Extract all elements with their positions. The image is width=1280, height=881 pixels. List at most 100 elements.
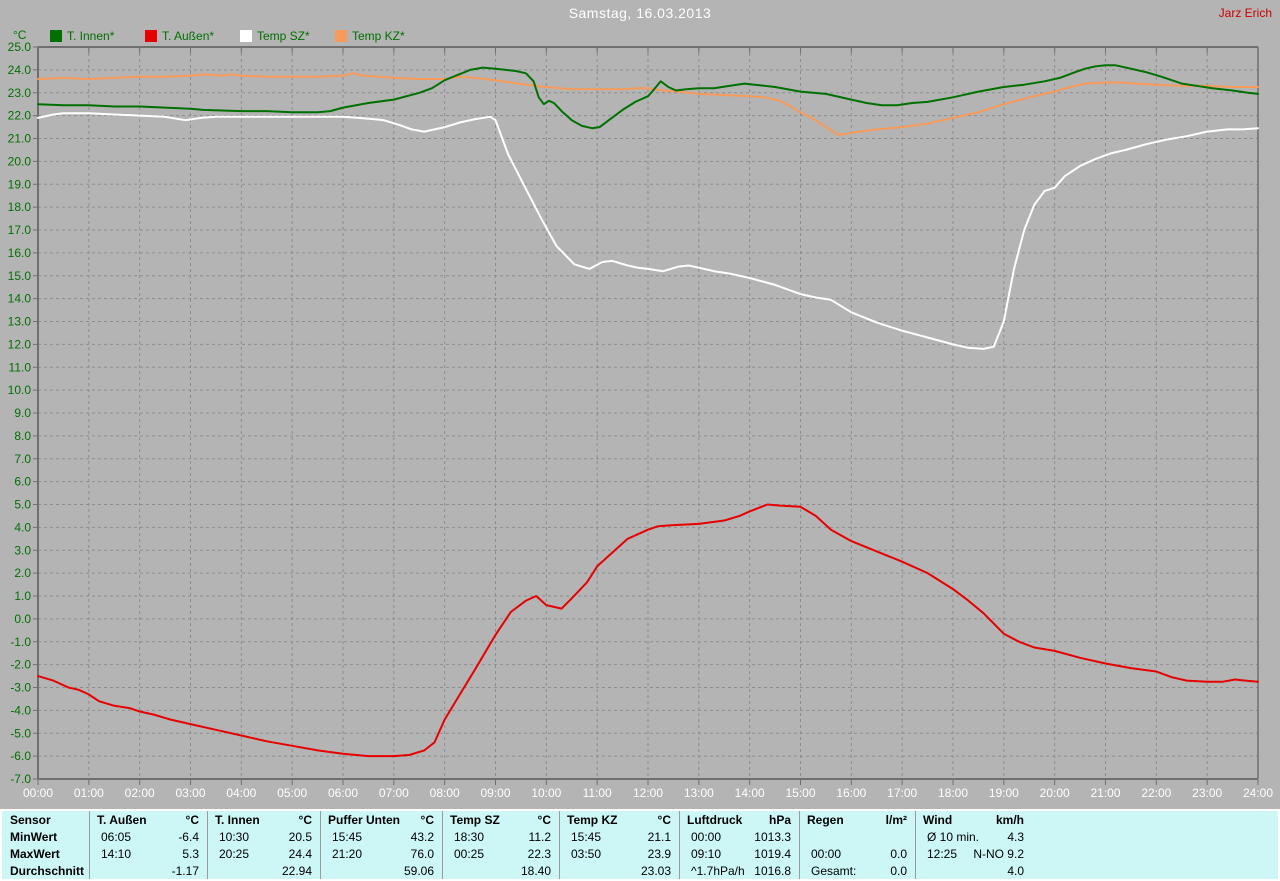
max-time: 21:20 [332,846,363,861]
sensor-unit: °C [537,812,551,827]
sensor-unit: °C [420,812,434,827]
y-tick-label: 18.0 [8,200,32,214]
min-time: 06:05 [101,829,132,844]
legend-item: T. Innen* [50,29,145,43]
page-title: Samstag, 16.03.2013 [568,5,712,21]
stats-cell-row: Luftdruck hPa [679,811,799,828]
stats-cell-row: Temp SZ °C [442,811,559,828]
stats-cell-row: Regen l/m² [799,811,915,828]
x-tick-label: 11:00 [583,786,612,800]
y-tick-label: -1.0 [10,635,31,649]
stats-row-header-label: Sensor [10,812,51,827]
stats-cell-row: 15:45 43.2 [320,828,442,845]
min-time: 15:45 [571,829,602,844]
legend-label: T. Außen* [162,29,215,43]
y-tick-label: 20.0 [8,154,32,168]
y-tick-label: 24.0 [8,63,32,77]
table-divider [89,811,90,879]
max-value: 24.4 [288,846,312,861]
chart-canvas: 25.0 24.0 23.0 22.0 21.0 20.0 19.0 18.0 17.0 16.0… [8,40,1274,800]
x-tick-label: 21:00 [1090,786,1120,800]
avg-value: 23.03 [640,863,671,878]
stats-cell-row: Temp KZ °C [559,811,679,828]
stats-cell-row: 14:10 5.3 [89,845,207,862]
legend-label: T. Innen* [67,29,115,43]
stats-cell-row: 20:25 24.4 [207,845,320,862]
max-value: 22.3 [527,846,551,861]
min-value: 43.2 [410,829,434,844]
min-value: 1013.3 [754,829,791,844]
max-time: 20:25 [219,846,250,861]
x-tick-label: 20:00 [1040,786,1070,800]
stats-cell-row: Ø 10 min. 4.3 [915,828,1032,845]
stats-cell-row: 00:25 22.3 [442,845,559,862]
legend-item: T. Außen* [145,29,240,43]
x-tick-label: 12:00 [633,786,663,800]
y-tick-label: 7.0 [14,452,31,466]
stats-cell-row: 21:20 76.0 [320,845,442,862]
y-tick-label: 10.0 [8,383,32,397]
stats-column: Regen l/m² 00:00 0.0 Gesamt: 0.0 [799,811,915,879]
x-tick-label: 04:00 [226,786,256,800]
y-tick-label: 0.0 [14,612,31,626]
stats-cell-row: Gesamt: 0.0 [799,862,915,879]
series-line-temp-kz [37,72,1259,137]
min-time: Ø 10 min. [927,829,980,844]
avg-label: Gesamt: [811,863,857,878]
stats-cell-row: ^1.7hPa/h 1016.8 [679,862,799,879]
min-value: 21.1 [647,829,671,844]
y-axis-unit-label: °C [13,28,27,42]
stats-cell-row: 03:50 23.9 [559,845,679,862]
stats-cell-row: 12:25 N-NO 9.2 [915,845,1032,862]
x-tick-label: 22:00 [1141,786,1171,800]
min-time: 10:30 [219,829,250,844]
legend-item: Temp SZ* [240,29,335,43]
sensor-name: T. Innen [215,812,260,827]
stats-cell-row: 59.06 [320,862,442,879]
y-tick-label: 17.0 [8,223,32,237]
legend-color-swatch [335,30,347,42]
max-time: 00:00 [811,846,842,861]
stats-cell-row: 00:00 1013.3 [679,828,799,845]
table-divider [207,811,208,879]
max-time: 12:25 [927,846,958,861]
max-value: 0.0 [890,846,907,861]
min-time: 15:45 [332,829,363,844]
stats-table: Sensor MinWert MaxWert Durchschnitt T. Außen… [0,809,1280,881]
stats-column: Temp KZ °C 15:45 21.1 03:50 23.9 23.03 [559,811,679,879]
stats-cell-row: 22.94 [207,862,320,879]
stats-cell-row: Puffer Unten °C [320,811,442,828]
y-tick-label: 15.0 [8,269,32,283]
sensor-unit: °C [657,812,671,827]
max-time: 00:25 [454,846,485,861]
avg-value: -1.17 [171,863,199,878]
stats-cell-row: 09:10 1019.4 [679,845,799,862]
max-value: 1019.4 [754,846,791,861]
y-tick-label: 3.0 [14,543,31,557]
table-divider [442,811,443,879]
table-divider [559,811,560,879]
avg-label: ^1.7hPa/h [691,863,745,878]
table-divider [320,811,321,879]
stats-row-header-label: MaxWert [10,846,60,861]
series-line-temp-sz [37,112,1259,350]
sensor-name: Temp KZ [567,812,618,827]
stats-row-header-label: MinWert [10,829,58,844]
table-divider [915,811,916,879]
y-tick-label: 16.0 [8,246,32,260]
min-value: 20.5 [288,829,312,844]
sensor-name: Regen [807,812,844,827]
chart-legend: T. Innen* T. Außen* Temp SZ* Temp KZ* [50,29,430,43]
legend-label: Temp KZ* [352,29,405,43]
legend-item: Temp KZ* [335,29,430,43]
y-tick-label: -3.0 [10,681,31,695]
y-tick-label: 2.0 [14,566,31,580]
avg-value: 4.0 [1007,863,1024,878]
stats-row-header: MaxWert [2,845,89,862]
stats-column: Puffer Unten °C 15:45 43.2 21:20 76.0 59.06 [320,811,442,879]
avg-value: 18.40 [520,863,551,878]
series-line-t-innen [37,64,1259,130]
y-tick-label: 14.0 [8,292,32,306]
y-tick-label: -6.0 [10,749,31,763]
